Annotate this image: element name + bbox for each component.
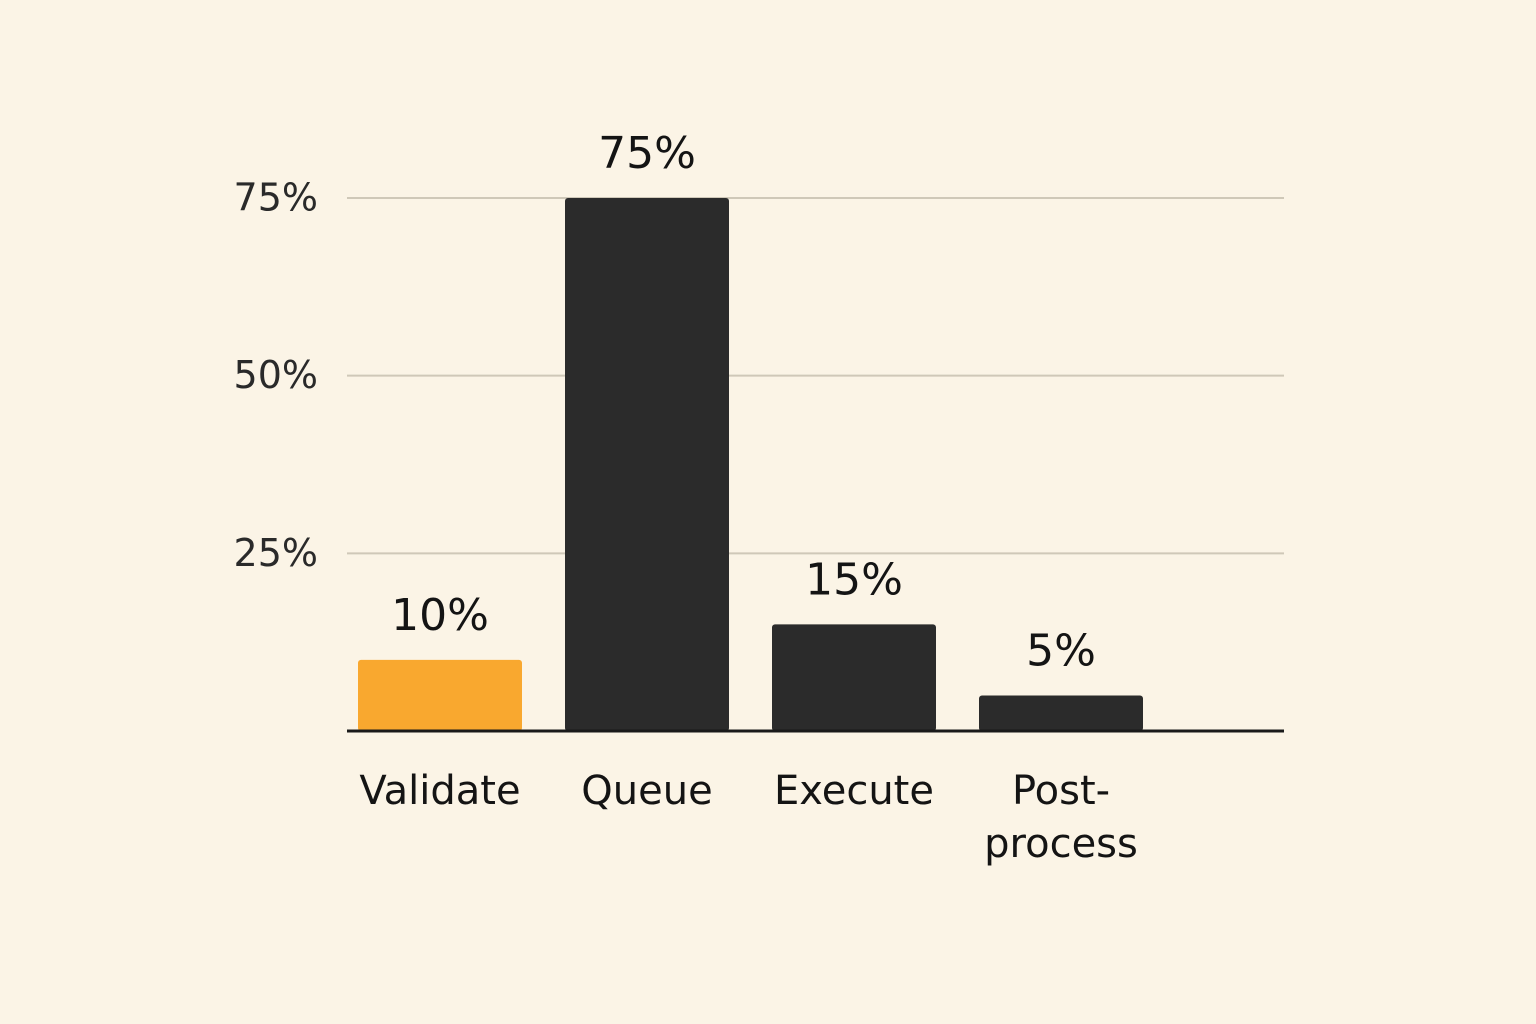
value-label: 15% bbox=[805, 554, 903, 605]
value-label: 10% bbox=[391, 590, 489, 641]
value-label: 5% bbox=[1026, 625, 1096, 676]
x-tick-label: Queue bbox=[581, 768, 712, 814]
bar bbox=[979, 695, 1143, 731]
bar bbox=[772, 624, 936, 731]
bar bbox=[358, 659, 522, 731]
y-tick-label: 50% bbox=[234, 353, 318, 397]
x-tick-label: Execute bbox=[774, 768, 934, 814]
y-tick-label: 75% bbox=[234, 176, 318, 220]
bar bbox=[565, 198, 729, 731]
value-label: 75% bbox=[598, 128, 696, 179]
y-tick-label: 25% bbox=[234, 531, 318, 575]
x-tick-label: Validate bbox=[359, 768, 520, 814]
x-tick-label: Post-process bbox=[984, 768, 1138, 867]
